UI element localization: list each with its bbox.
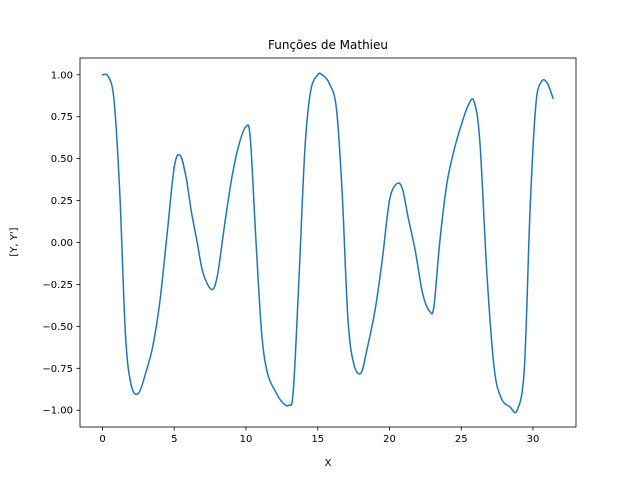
x-tick-label: 5 [171, 434, 177, 445]
plot-area [79, 57, 577, 428]
y-tick-label: 0.75 [51, 112, 73, 123]
y-tick-label: 0.00 [51, 238, 73, 249]
series-line-0 [101, 72, 555, 414]
y-tick-label: −0.50 [42, 322, 73, 333]
x-tick-label: 15 [311, 434, 324, 445]
series-layer [101, 72, 555, 414]
x-tick-label: 25 [455, 434, 468, 445]
x-axis-label: X [325, 458, 332, 469]
y-tick-label: 1.00 [51, 70, 73, 81]
y-axis: −1.00 −0.75 −0.50 −0.25 0.00 0.25 0.50 0.75 1.00 [42, 70, 80, 417]
axes-background [80, 58, 576, 427]
y-tick-label: 0.25 [51, 196, 73, 207]
x-tick-label: 10 [240, 434, 253, 445]
x-tick-label: 20 [383, 434, 396, 445]
y-tick-label: 0.50 [51, 154, 73, 165]
x-axis: 0 5 10 15 20 25 30 [99, 427, 539, 445]
x-tick-label: 0 [99, 434, 105, 445]
y-axis-label: [Y, Y'] [9, 227, 20, 256]
chart-title: Funções de Mathieu [268, 38, 388, 52]
y-tick-label: −1.00 [42, 406, 73, 417]
x-tick-label: 30 [527, 434, 540, 445]
y-tick-label: −0.25 [42, 280, 73, 291]
y-tick-label: −0.75 [42, 364, 73, 375]
